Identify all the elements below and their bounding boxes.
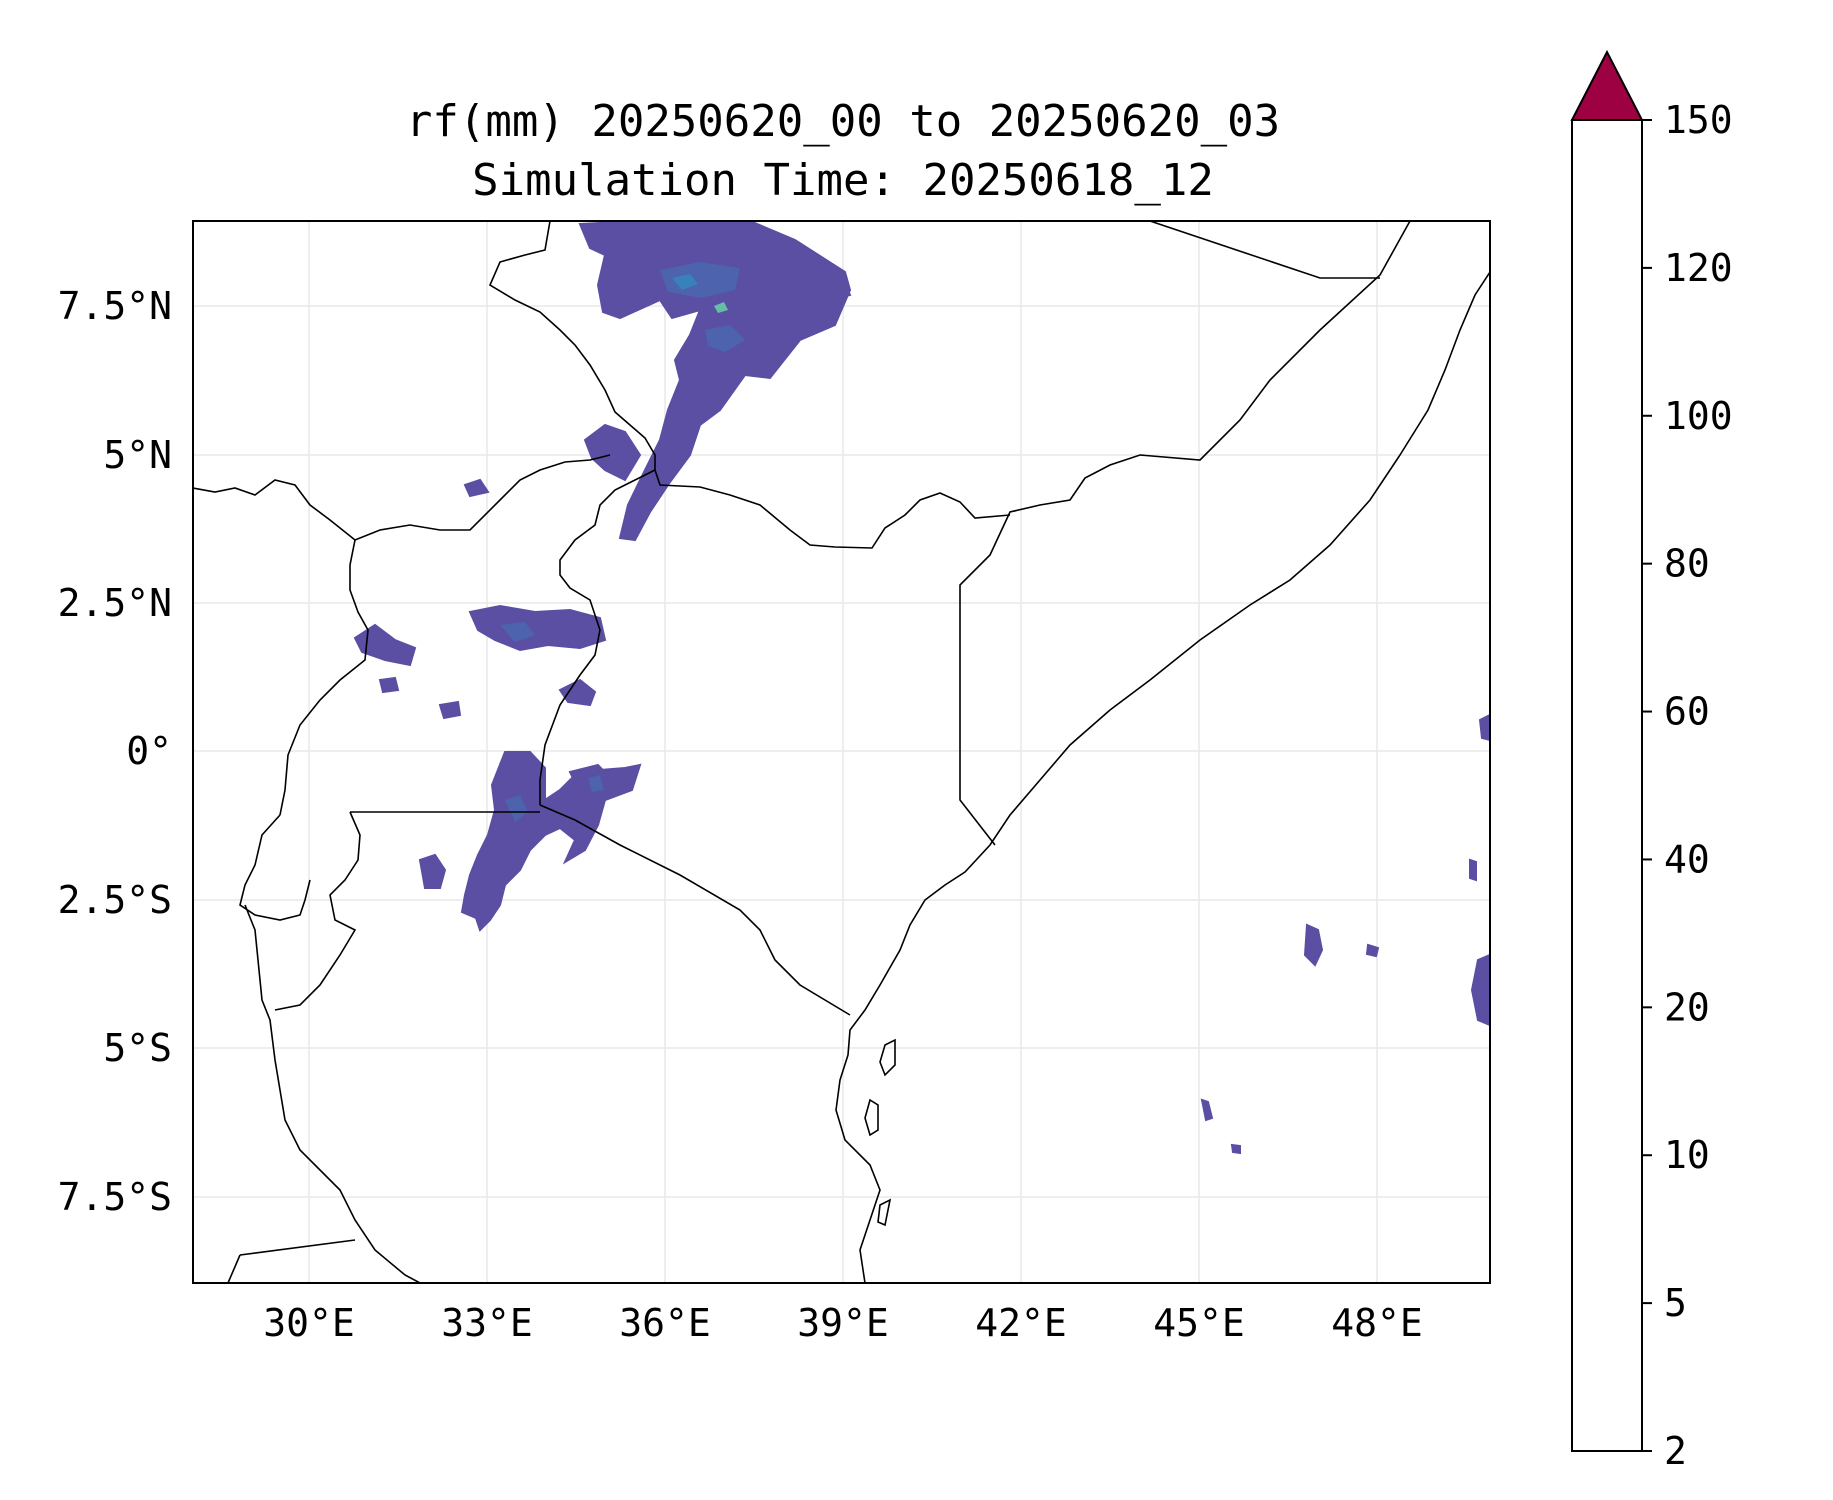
island-pemba	[879, 1038, 896, 1077]
y-tick-label-2-5s: 2.5°S	[58, 878, 172, 922]
colorbar: 2 5 10 20 40 60 80 100 120 150	[1570, 49, 1733, 1473]
island-mafia	[877, 1198, 892, 1227]
y-tick-label-0: 0°	[126, 729, 172, 773]
rain-core-kenya	[588, 775, 604, 792]
rain-cell-south-sudan-dot	[463, 478, 490, 498]
map-background	[193, 221, 1490, 1283]
colorbar-tick-label: 5	[1664, 1281, 1687, 1325]
y-tick-label-2-5n: 2.5°N	[58, 581, 172, 625]
border-rwanda-burundi	[274, 811, 361, 1011]
rain-cell-ocean-small-2	[1230, 1143, 1241, 1155]
map-area	[192, 220, 1491, 1284]
colorbar-tick-label: 120	[1664, 246, 1733, 290]
colorbar-tick-label: 2	[1664, 1429, 1687, 1473]
y-tick-label-7-5n: 7.5°N	[58, 284, 172, 328]
rain-core-ethiopia-2	[705, 325, 745, 352]
rain-cell-ethiopia-highlands	[578, 221, 852, 542]
border-kenya-tanzania	[539, 804, 851, 1016]
y-tick-label-7-5s: 7.5°S	[58, 1175, 172, 1219]
rain-cell-ocean-small-5	[1469, 858, 1477, 882]
rainfall-level-10-20	[672, 274, 698, 290]
rain-core-ethiopia-blue	[672, 274, 698, 290]
x-tick-label-42e: 42°E	[975, 1301, 1067, 1345]
rain-cell-tanzania-northwest	[418, 853, 447, 889]
gridlines	[193, 221, 1490, 1283]
colorbar-tick-label: 10	[1664, 1133, 1710, 1177]
rain-cell-uganda-central	[558, 678, 597, 707]
rain-cell-ocean-small-4	[1478, 713, 1490, 742]
coastline-east-africa	[835, 271, 1490, 1283]
rainfall-level-20-40	[714, 302, 728, 313]
rain-core-ethiopia-teal	[714, 302, 728, 313]
rain-cell-uganda-dot-2	[378, 676, 400, 694]
x-tick-label-48e: 48°E	[1331, 1301, 1423, 1345]
island-zanzibar	[864, 1098, 879, 1137]
colorbar-tick-label: 60	[1664, 690, 1710, 734]
x-axis: 30°E 33°E 36°E 39°E 42°E 45°E 48°E	[263, 1301, 1423, 1345]
border-ethiopia-north	[1149, 221, 1380, 279]
colorbar-tick-label: 20	[1664, 985, 1710, 1029]
rainfall-level-5-10	[500, 262, 745, 822]
rain-cell-ocean-cluster-1	[1303, 923, 1324, 967]
rain-cell-uganda-dot-1	[438, 700, 462, 720]
y-axis: 7.5°N 5°N 2.5°N 0° 2.5°S 5°S 7.5°S	[58, 284, 172, 1219]
border-congo-uganda	[279, 539, 369, 816]
map-title-line2: Simulation Time: 20250618_12	[472, 155, 1214, 206]
border-zambia	[239, 1239, 356, 1256]
map-title-line1: rf(mm) 20250620_00 to 20250620_03	[406, 96, 1280, 147]
colorbar-tick-label: 100	[1664, 394, 1733, 438]
colorbar-extend-arrow	[1570, 49, 1644, 121]
x-tick-label-36e: 36°E	[619, 1301, 711, 1345]
x-tick-label-45e: 45°E	[1153, 1301, 1245, 1345]
border-uganda-kenya-north	[539, 469, 656, 805]
x-tick-label-33e: 33°E	[441, 1301, 533, 1345]
border-uganda-west	[193, 454, 611, 541]
colorbar-tick-label: 80	[1664, 542, 1710, 586]
rain-cell-ocean-small-3	[1365, 943, 1380, 958]
border-ethiopia-somalia	[959, 221, 1411, 846]
border-congo-tanzania-lake	[244, 904, 421, 1283]
x-tick-label-39e: 39°E	[797, 1301, 889, 1345]
rain-core-uganda	[500, 622, 535, 642]
colorbar-frame	[1571, 119, 1643, 1452]
y-tick-label-5n: 5°N	[103, 433, 172, 477]
border-zambia-west	[227, 1254, 241, 1283]
borders-and-coastline	[193, 221, 1490, 1283]
rain-cell-northeast-uganda	[468, 604, 607, 652]
rain-cell-ocean-edge	[1470, 953, 1490, 1027]
rain-cell-ocean-small-1	[1200, 1098, 1214, 1122]
rain-core-lake-victoria	[505, 795, 528, 822]
colorbar-tick-label: 150	[1664, 98, 1733, 142]
rain-cell-south-sudan-border	[583, 423, 642, 482]
y-tick-label-5s: 5°S	[103, 1026, 172, 1070]
rain-core-ethiopia-1	[660, 262, 740, 298]
map-frame	[192, 220, 1491, 1284]
colorbar-tick-label: 40	[1664, 837, 1710, 881]
rain-cell-ethiopia-east	[807, 276, 852, 302]
x-tick-label-30e: 30°E	[263, 1301, 355, 1345]
